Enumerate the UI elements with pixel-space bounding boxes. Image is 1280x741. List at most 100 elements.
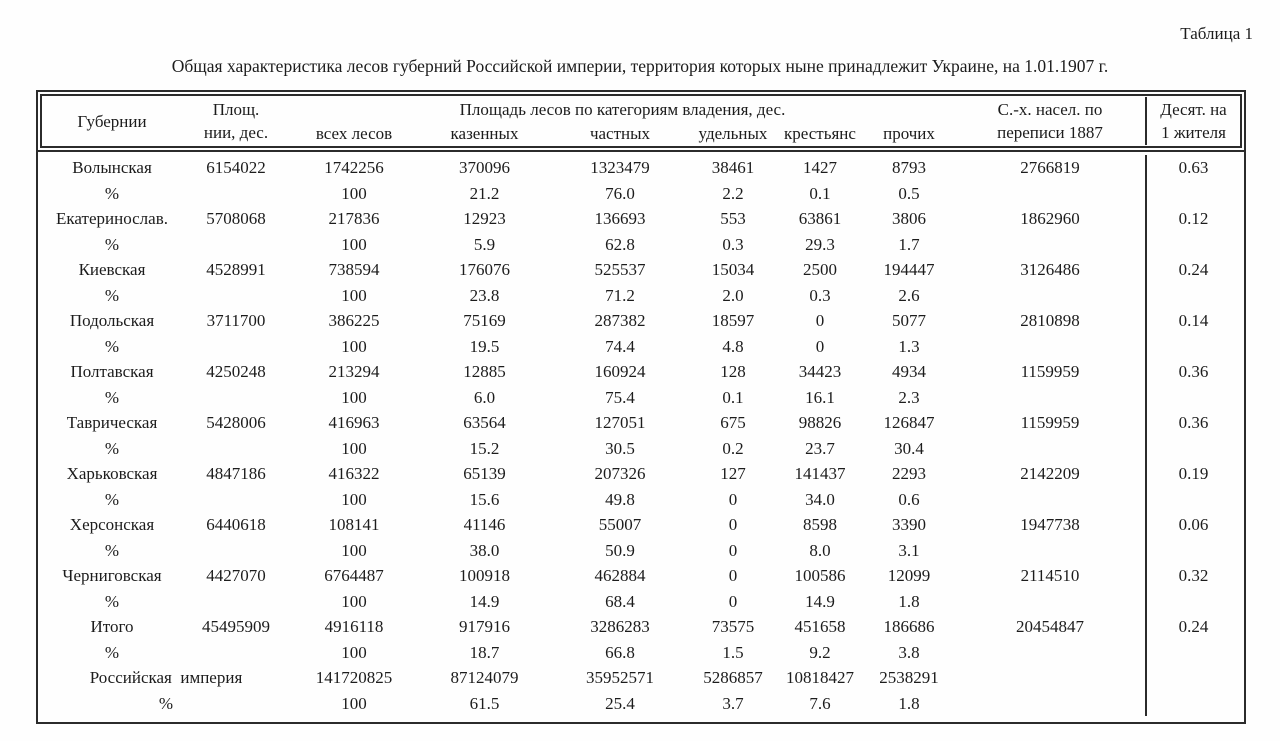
cell-private-forests: 462884 68.4 — [594, 566, 646, 611]
column-header-province-area: Площ. нии, дес. — [203, 100, 269, 142]
cell-per-capita: 0.36 — [1145, 359, 1240, 410]
cell-governorate: Российская империя% — [89, 668, 243, 713]
cell-udel-forests: 15034 2.0 — [711, 260, 755, 305]
cell-per-capita — [1145, 665, 1240, 716]
column-header-state-forests: казенных — [450, 123, 519, 143]
cell-per-capita: 0.24 — [1145, 614, 1240, 665]
cell-census-population: 1947738 — [1020, 515, 1080, 534]
cell-other-forests: 12099 1.8 — [887, 566, 931, 611]
cell-all-forests: 213294 100 — [328, 362, 380, 407]
table-row: Екатеринослав.% 5708068 217836 100 12923 5… — [42, 206, 1240, 257]
table-row: Черниговская% 4427070 6764487 100 100918 1… — [42, 563, 1240, 614]
cell-state-forests: 370096 21.2 — [459, 158, 510, 203]
cell-all-forests: 141720825 100 — [315, 668, 393, 713]
cell-private-forests: 3286283 66.8 — [590, 617, 650, 662]
table-row: Харьковская% 4847186 416322 100 65139 15.6… — [42, 461, 1240, 512]
column-header-private-forests: частных — [589, 123, 651, 143]
cell-other-forests: 5077 1.3 — [892, 311, 926, 356]
cell-province-area: 6440618 — [206, 515, 266, 534]
cell-census-population: 3126486 — [1020, 260, 1080, 279]
cell-province-area: 3711700 — [206, 311, 266, 330]
cell-census-population: 1159959 — [1020, 362, 1080, 381]
cell-per-capita: 0.14 — [1145, 308, 1240, 359]
cell-udel-forests: 38461 2.2 — [711, 158, 755, 203]
column-header-forest-span: Площадь лесов по категориям владения, де… — [459, 99, 786, 119]
cell-governorate: Полтавская% — [70, 362, 154, 407]
cell-state-forests: 176076 23.8 — [459, 260, 510, 305]
cell-state-forests: 12885 6.0 — [463, 362, 506, 407]
cell-private-forests: 1323479 76.0 — [590, 158, 650, 203]
cell-per-capita: 0.36 — [1145, 410, 1240, 461]
cell-governorate: Итого% — [90, 617, 134, 662]
cell-peasant-forests: 141437 34.0 — [794, 464, 846, 509]
table-row: Херсонская% 6440618 108141 100 41146 38.0 … — [42, 512, 1240, 563]
cell-per-capita: 0.63 — [1145, 155, 1240, 206]
cell-province-area: 4427070 — [206, 566, 266, 585]
cell-peasant-forests: 98826 23.7 — [798, 413, 842, 458]
column-header-peasant-forests: крестьянс — [784, 123, 856, 143]
cell-all-forests: 4916118 100 — [324, 617, 384, 662]
cell-other-forests: 186686 3.8 — [883, 617, 935, 662]
cell-census-population — [955, 665, 1145, 716]
cell-governorate: Таврическая% — [66, 413, 158, 458]
cell-state-forests: 12923 5.9 — [463, 209, 506, 254]
cell-other-forests: 2293 0.6 — [892, 464, 926, 509]
cell-per-capita: 0.12 — [1145, 206, 1240, 257]
cell-per-capita: 0.32 — [1145, 563, 1240, 614]
cell-private-forests: 525537 71.2 — [594, 260, 646, 305]
cell-census-population: 20454847 — [1016, 617, 1084, 636]
cell-peasant-forests: 63861 29.3 — [798, 209, 842, 254]
cell-census-population: 2114510 — [1020, 566, 1080, 585]
cell-governorate: Черниговская% — [62, 566, 162, 611]
cell-udel-forests: 127 0 — [720, 464, 746, 509]
cell-state-forests: 63564 15.2 — [463, 413, 506, 458]
cell-per-capita: 0.24 — [1145, 257, 1240, 308]
table-row: Полтавская% 4250248 213294 100 12885 6.0 1… — [42, 359, 1240, 410]
cell-udel-forests: 553 0.3 — [720, 209, 746, 254]
cell-all-forests: 217836 100 — [328, 209, 380, 254]
cell-peasant-forests: 8598 8.0 — [803, 515, 837, 560]
cell-all-forests: 416322 100 — [328, 464, 380, 509]
cell-state-forests: 75169 19.5 — [463, 311, 506, 356]
cell-state-forests: 100918 14.9 — [459, 566, 510, 611]
cell-udel-forests: 18597 4.8 — [711, 311, 755, 356]
cell-census-population: 2142209 — [1020, 464, 1080, 483]
cell-census-population: 2810898 — [1020, 311, 1080, 330]
cell-governorate: Харьковская% — [66, 464, 158, 509]
cell-other-forests: 194447 2.6 — [883, 260, 935, 305]
cell-private-forests: 55007 50.9 — [598, 515, 642, 560]
page-title: Общая характеристика лесов губерний Росс… — [171, 56, 1109, 76]
cell-private-forests: 127051 30.5 — [594, 413, 646, 458]
table-row: Российская империя% 141720825 100 8712407… — [42, 665, 1240, 716]
cell-all-forests: 738594 100 — [328, 260, 380, 305]
table-row: Киевская% 4528991 738594 100 176076 23.8 5… — [42, 257, 1240, 308]
table-row: Итого% 45495909 4916118 100 917916 18.7 32… — [42, 614, 1240, 665]
cell-governorate: Волынская% — [72, 158, 152, 203]
cell-all-forests: 108141 100 — [328, 515, 380, 560]
cell-other-forests: 3390 3.1 — [892, 515, 926, 560]
column-header-other-forests: прочих — [883, 123, 935, 143]
cell-peasant-forests: 34423 16.1 — [798, 362, 842, 407]
table-body: Волынская% 6154022 1742256 100 370096 21.2… — [38, 150, 1244, 722]
cell-province-area: 4250248 — [206, 362, 266, 381]
cell-census-population: 1862960 — [1020, 209, 1080, 228]
cell-peasant-forests: 1427 0.1 — [803, 158, 837, 203]
cell-all-forests: 1742256 100 — [324, 158, 384, 203]
cell-province-area: 6154022 — [206, 158, 266, 177]
cell-private-forests: 35952571 25.4 — [586, 668, 654, 713]
cell-private-forests: 287382 74.4 — [594, 311, 646, 356]
cell-all-forests: 6764487 100 — [324, 566, 384, 611]
cell-governorate: Киевская% — [78, 260, 146, 305]
cell-province-area: 5708068 — [206, 209, 266, 228]
cell-state-forests: 65139 15.6 — [463, 464, 506, 509]
cell-other-forests: 3806 1.7 — [892, 209, 926, 254]
cell-all-forests: 416963 100 — [328, 413, 380, 458]
cell-province-area: 4528991 — [206, 260, 266, 279]
cell-all-forests: 386225 100 — [328, 311, 380, 356]
column-header-per-capita: Десят. на 1 жителя — [1145, 97, 1240, 145]
cell-udel-forests: 675 0.2 — [720, 413, 746, 458]
cell-census-population: 1159959 — [1020, 413, 1080, 432]
cell-province-area: 45495909 — [202, 617, 270, 636]
